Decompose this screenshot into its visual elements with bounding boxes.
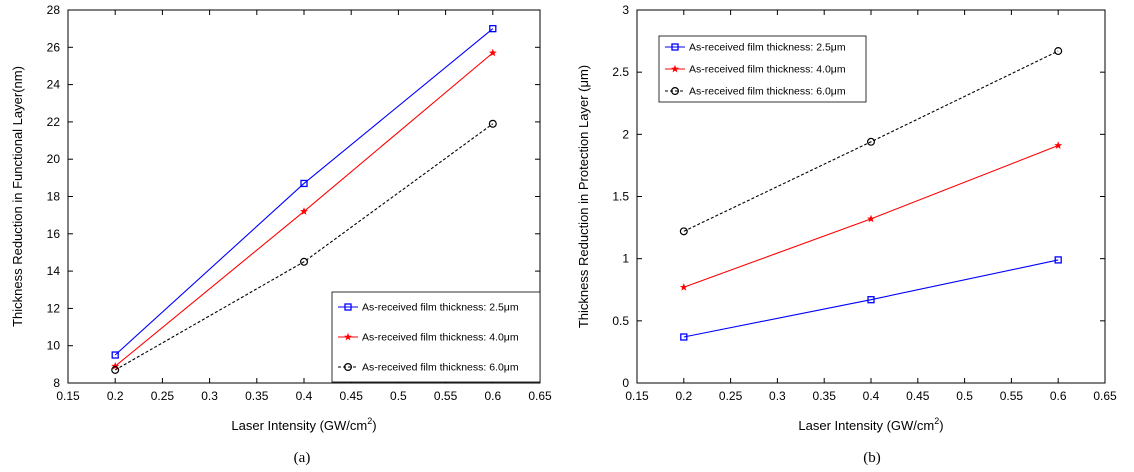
x-axis-label-main: Laser Intensity (GW/cm xyxy=(231,418,367,433)
y-tick-label: 0.5 xyxy=(612,314,629,328)
y-tick-label: 28 xyxy=(47,3,61,17)
legend: As-received film thickness: 2.5μm As-rece… xyxy=(331,291,541,383)
series-line xyxy=(114,123,494,371)
series-1 xyxy=(111,24,497,359)
chart-panel-a: 0.15 0.2 0.25 0.3 0.35 0.4 0.45 0.5 0.55 0.6 0.65 8… xyxy=(10,3,552,466)
x-axis-label-main: Laser Intensity (GW/cm xyxy=(798,418,934,433)
y-tick-label: 1.5 xyxy=(612,190,629,204)
legend-label: As-received film thickness: 6.0μm xyxy=(689,86,846,98)
x-axis-label-suffix: ) xyxy=(939,418,943,433)
x-tick-label: 0.55 xyxy=(434,389,458,403)
y-tick-label: 18 xyxy=(47,190,61,204)
data-point xyxy=(680,333,688,341)
data-point xyxy=(867,296,875,304)
x-tick-label: 0.5 xyxy=(390,389,407,403)
x-tick-label: 0.25 xyxy=(719,389,743,403)
x-tick-label: 0.4 xyxy=(296,389,313,403)
x-tick-label: 0.6 xyxy=(1050,389,1067,403)
y-axis-label: Thickness Reduction in Functional Layer(… xyxy=(10,66,25,327)
y-tick-label: 2 xyxy=(622,127,629,141)
series-2 xyxy=(111,48,497,370)
x-tick-label: 0.3 xyxy=(201,389,218,403)
x-tick-label: 0.35 xyxy=(245,389,269,403)
series-line xyxy=(114,28,494,356)
legend-box xyxy=(331,291,541,383)
data-point xyxy=(488,119,497,128)
legend-swatch-marker xyxy=(344,332,352,341)
data-point xyxy=(679,227,688,236)
panel-caption: (a) xyxy=(294,450,311,466)
legend: As-received film thickness: 2.5μm As-rece… xyxy=(658,35,867,103)
x-tick-label: 0.45 xyxy=(906,389,930,403)
x-axis-label-superscript: 2 xyxy=(934,416,939,426)
y-tick-label: 8 xyxy=(53,376,60,390)
y-tick-label: 16 xyxy=(47,227,61,241)
data-point xyxy=(1054,47,1063,56)
x-axis-label: Laser Intensity (GW/cm2) xyxy=(798,416,943,433)
x-tick-label: 0.45 xyxy=(340,389,364,403)
y-axis-label: Thickness Reduction in Protection Layer … xyxy=(576,65,591,328)
y-tick-label: 22 xyxy=(47,115,61,129)
data-point xyxy=(866,137,875,146)
series-2 xyxy=(679,141,1063,291)
x-tick-label: 0.15 xyxy=(625,389,649,403)
x-axis-label-suffix: ) xyxy=(372,418,376,433)
data-point xyxy=(488,48,497,57)
legend-swatch-marker xyxy=(671,43,679,51)
legend-swatch-marker xyxy=(344,303,352,311)
data-point xyxy=(1054,256,1062,264)
data-point xyxy=(111,365,120,374)
x-tick-label: 0.65 xyxy=(1093,389,1117,403)
x-tick-label: 0.2 xyxy=(107,389,124,403)
y-tick-label: 0 xyxy=(622,376,629,390)
series-3 xyxy=(111,119,497,374)
legend-swatch-marker xyxy=(344,363,353,372)
chart-panel-b: 0.15 0.2 0.25 0.3 0.35 0.4 0.45 0.5 0.55 0.6 0.65 0… xyxy=(576,3,1117,466)
panel-caption: (b) xyxy=(863,450,881,466)
y-tick-label: 26 xyxy=(47,40,61,54)
data-point xyxy=(300,257,309,266)
legend-label: As-received film thickness: 4.0μm xyxy=(362,332,519,344)
data-point xyxy=(867,214,875,223)
y-tick-label: 1 xyxy=(622,252,629,266)
y-tick-label: 2.5 xyxy=(612,65,629,79)
series-line xyxy=(683,50,1059,232)
y-tick-label: 20 xyxy=(47,152,61,166)
x-tick-label: 0.15 xyxy=(56,389,80,403)
y-tick-label: 14 xyxy=(47,264,61,278)
y-tick-label: 10 xyxy=(47,339,61,353)
x-tick-label: 0.4 xyxy=(863,389,880,403)
legend-swatch-marker xyxy=(670,86,679,95)
x-tick-label: 0.2 xyxy=(675,389,692,403)
x-tick-label: 0.3 xyxy=(769,389,786,403)
data-point xyxy=(300,207,308,215)
data-point xyxy=(489,24,497,33)
data-point xyxy=(111,351,119,359)
x-tick-label: 0.35 xyxy=(813,389,837,403)
legend-swatch-marker xyxy=(671,64,679,73)
y-tick-label: 3 xyxy=(622,3,629,17)
x-tick-label: 0.55 xyxy=(1000,389,1024,403)
data-point xyxy=(1054,141,1063,149)
legend-box xyxy=(658,35,867,103)
legend-label: As-received film thickness: 2.5μm xyxy=(689,42,846,54)
y-tick-label: 12 xyxy=(47,301,61,315)
legend-label: As-received film thickness: 4.0μm xyxy=(689,64,846,76)
series-line xyxy=(683,259,1059,338)
series-1 xyxy=(680,256,1062,341)
x-tick-label: 0.65 xyxy=(528,389,552,403)
x-tick-label: 0.25 xyxy=(151,389,175,403)
x-tick-label: 0.5 xyxy=(956,389,973,403)
legend-label: As-received film thickness: 6.0μm xyxy=(362,362,519,374)
x-axis-label-superscript: 2 xyxy=(367,416,372,426)
series-3 xyxy=(679,47,1063,236)
legend-label: As-received film thickness: 2.5μm xyxy=(362,302,519,314)
data-point xyxy=(111,362,120,370)
y-tick-label: 24 xyxy=(47,78,61,92)
data-point xyxy=(679,283,688,291)
x-axis-label: Laser Intensity (GW/cm2) xyxy=(231,416,376,433)
x-tick-label: 0.6 xyxy=(484,389,501,403)
data-point xyxy=(300,179,308,188)
